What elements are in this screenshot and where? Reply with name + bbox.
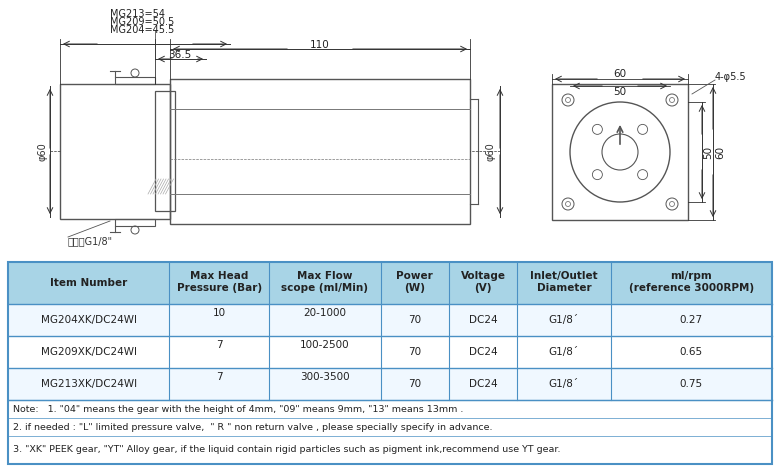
Text: scope (ml/Min): scope (ml/Min) [282, 283, 368, 293]
Text: 7: 7 [216, 340, 222, 350]
Text: 4-φ5.5: 4-φ5.5 [715, 72, 746, 82]
Text: G1/8´: G1/8´ [549, 315, 579, 325]
Polygon shape [8, 368, 772, 400]
Text: φ60: φ60 [37, 143, 47, 161]
Text: Item Number: Item Number [50, 278, 127, 288]
Text: 70: 70 [408, 315, 421, 325]
Text: G1/8´: G1/8´ [549, 347, 579, 357]
Text: 0.27: 0.27 [679, 315, 703, 325]
Text: MG209=50.5: MG209=50.5 [110, 17, 174, 27]
Text: 50: 50 [703, 145, 713, 159]
Text: 10: 10 [213, 308, 225, 318]
Text: 60: 60 [613, 69, 626, 79]
Text: 100-2500: 100-2500 [300, 340, 349, 350]
Text: MG209XK/DC24WI: MG209XK/DC24WI [41, 347, 136, 357]
Text: 7: 7 [216, 372, 222, 382]
Text: DC24: DC24 [469, 379, 498, 389]
Text: Max Flow: Max Flow [297, 271, 353, 281]
Text: DC24: DC24 [469, 315, 498, 325]
Text: (reference 3000RPM): (reference 3000RPM) [629, 283, 753, 293]
Text: Note:   1. "04" means the gear with the height of 4mm, "09" means 9mm, "13" mean: Note: 1. "04" means the gear with the he… [13, 404, 463, 414]
Text: Inlet/Outlet: Inlet/Outlet [530, 271, 597, 281]
Text: 3. "XK" PEEK gear, "YT" Alloy gear, if the liquid contain rigid particles such a: 3. "XK" PEEK gear, "YT" Alloy gear, if t… [13, 446, 561, 454]
Text: 300-3500: 300-3500 [300, 372, 349, 382]
Text: 70: 70 [408, 379, 421, 389]
Text: Diameter: Diameter [537, 283, 591, 293]
Text: Pressure (Bar): Pressure (Bar) [176, 283, 262, 293]
Text: MG204=45.5: MG204=45.5 [110, 25, 174, 35]
Text: (W): (W) [404, 283, 425, 293]
Text: (V): (V) [474, 283, 492, 293]
Text: MG213=54: MG213=54 [110, 9, 165, 19]
Text: 110: 110 [310, 40, 330, 50]
Text: 36.5: 36.5 [168, 50, 192, 60]
Text: DC24: DC24 [469, 347, 498, 357]
Text: 0.75: 0.75 [679, 379, 703, 389]
Text: 20-1000: 20-1000 [303, 308, 346, 318]
Text: Power: Power [396, 271, 433, 281]
Text: MG213XK/DC24WI: MG213XK/DC24WI [41, 379, 136, 389]
Polygon shape [8, 336, 772, 368]
Text: 2. if needed : "L" limited pressure valve,  " R " non return valve , please spec: 2. if needed : "L" limited pressure valv… [13, 423, 492, 431]
Polygon shape [8, 304, 772, 336]
Text: Voltage: Voltage [461, 271, 505, 281]
Text: 50: 50 [613, 87, 626, 97]
Text: MG204XK/DC24WI: MG204XK/DC24WI [41, 315, 136, 325]
Text: φ60: φ60 [485, 143, 495, 161]
Text: G1/8´: G1/8´ [549, 379, 579, 389]
Text: 进出口G1/8": 进出口G1/8" [68, 236, 113, 246]
Text: Max Head: Max Head [190, 271, 248, 281]
Text: ml/rpm: ml/rpm [670, 271, 712, 281]
Text: 0.65: 0.65 [679, 347, 703, 357]
Polygon shape [8, 262, 772, 304]
Text: 60: 60 [715, 145, 725, 159]
Text: 70: 70 [408, 347, 421, 357]
